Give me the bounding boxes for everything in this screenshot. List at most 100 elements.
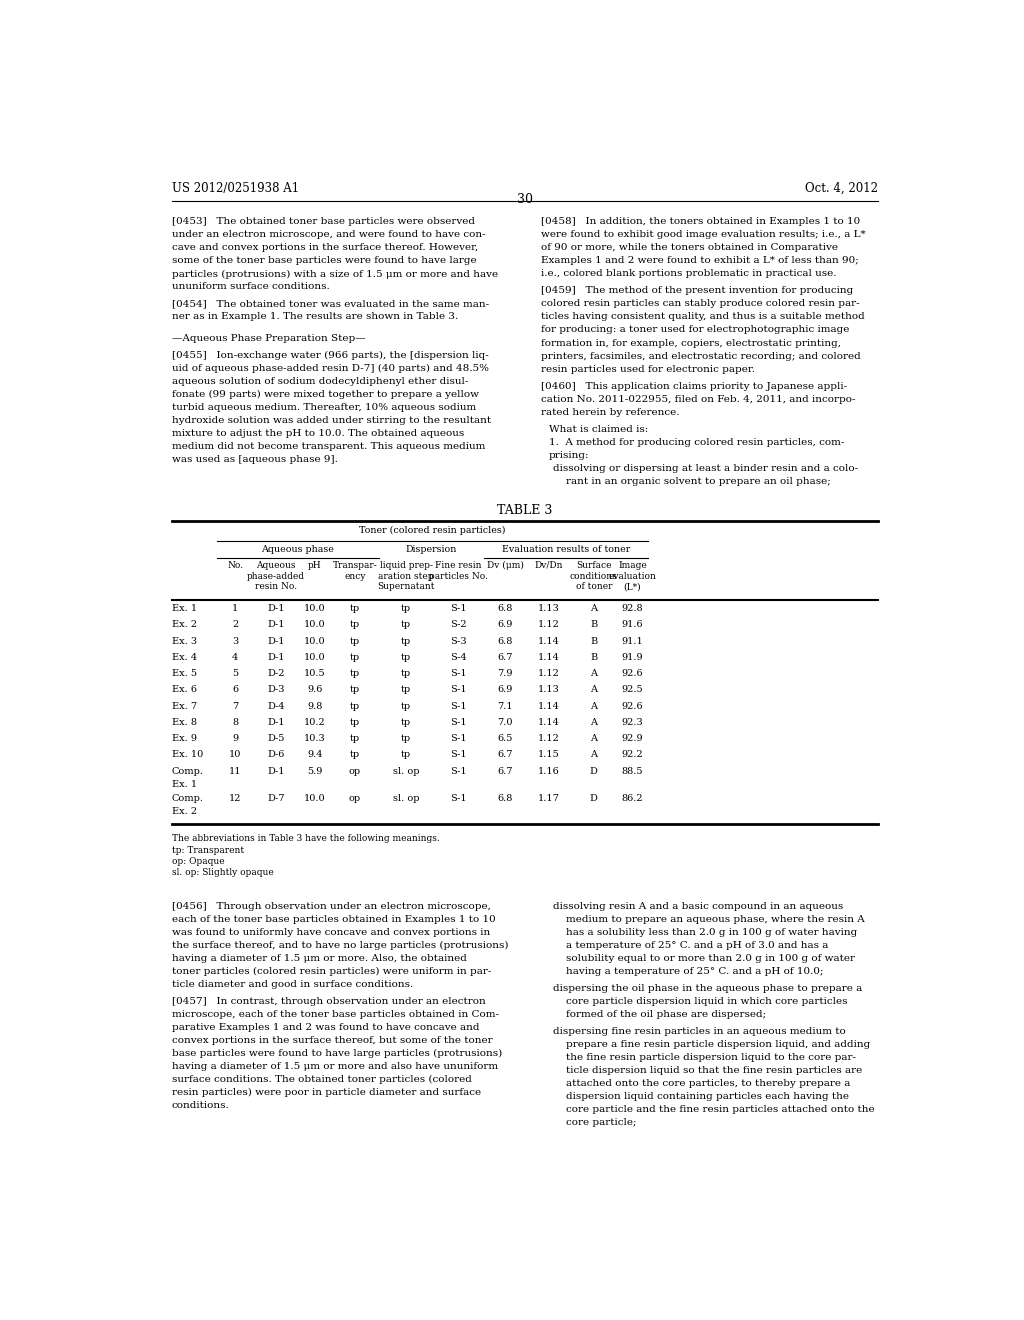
Text: solubility equal to or more than 2.0 g in 100 g of water: solubility equal to or more than 2.0 g i…	[553, 954, 855, 962]
Text: 6.8: 6.8	[498, 605, 513, 612]
Text: particles No.: particles No.	[429, 572, 488, 581]
Text: tp: tp	[350, 734, 360, 743]
Text: ticle diameter and good in surface conditions.: ticle diameter and good in surface condi…	[172, 979, 413, 989]
Text: rant in an organic solvent to prepare an oil phase;: rant in an organic solvent to prepare an…	[553, 477, 830, 486]
Text: 6.9: 6.9	[498, 620, 513, 630]
Text: 92.8: 92.8	[622, 605, 643, 612]
Text: aration step: aration step	[379, 572, 434, 581]
Text: 3: 3	[232, 636, 239, 645]
Text: tp: tp	[350, 685, 360, 694]
Text: aqueous solution of sodium dodecyldiphenyl ether disul-: aqueous solution of sodium dodecyldiphen…	[172, 376, 468, 385]
Text: tp: tp	[350, 718, 360, 727]
Text: has a solubility less than 2.0 g in 100 g of water having: has a solubility less than 2.0 g in 100 …	[553, 928, 857, 937]
Text: 1.14: 1.14	[538, 636, 559, 645]
Text: tp: tp	[350, 751, 360, 759]
Text: S-4: S-4	[451, 653, 467, 661]
Text: 6.9: 6.9	[498, 685, 513, 694]
Text: B: B	[590, 653, 597, 661]
Text: Ex. 5: Ex. 5	[172, 669, 197, 678]
Text: Ex. 4: Ex. 4	[172, 653, 197, 661]
Text: Supernatant: Supernatant	[378, 582, 435, 591]
Text: attached onto the core particles, to thereby prepare a: attached onto the core particles, to the…	[553, 1080, 850, 1088]
Text: B: B	[590, 636, 597, 645]
Text: [0454]   The obtained toner was evaluated in the same man-: [0454] The obtained toner was evaluated …	[172, 300, 488, 309]
Text: tp: tp	[350, 636, 360, 645]
Text: 10.0: 10.0	[304, 620, 326, 630]
Text: resin particles) were poor in particle diameter and surface: resin particles) were poor in particle d…	[172, 1088, 481, 1097]
Text: printers, facsimiles, and electrostatic recording; and colored: printers, facsimiles, and electrostatic …	[541, 351, 860, 360]
Text: core particle;: core particle;	[553, 1118, 636, 1127]
Text: Examples 1 and 2 were found to exhibit a L* of less than 90;: Examples 1 and 2 were found to exhibit a…	[541, 256, 858, 265]
Text: dispersing the oil phase in the aqueous phase to prepare a: dispersing the oil phase in the aqueous …	[553, 983, 862, 993]
Text: a temperature of 25° C. and a pH of 3.0 and has a: a temperature of 25° C. and a pH of 3.0 …	[553, 941, 828, 950]
Text: S-3: S-3	[451, 636, 467, 645]
Text: 1.12: 1.12	[538, 734, 559, 743]
Text: rated herein by reference.: rated herein by reference.	[541, 408, 679, 417]
Text: prising:: prising:	[549, 450, 589, 459]
Text: formed of the oil phase are dispersed;: formed of the oil phase are dispersed;	[553, 1010, 766, 1019]
Text: [0458]   In addition, the toners obtained in Examples 1 to 10: [0458] In addition, the toners obtained …	[541, 218, 860, 226]
Text: D-4: D-4	[267, 702, 285, 710]
Text: 1.15: 1.15	[538, 751, 559, 759]
Text: for producing: a toner used for electrophotographic image: for producing: a toner used for electrop…	[541, 326, 849, 334]
Text: S-1: S-1	[451, 734, 467, 743]
Text: D-1: D-1	[267, 767, 285, 776]
Text: 6.5: 6.5	[498, 734, 513, 743]
Text: 92.5: 92.5	[622, 685, 643, 694]
Text: S-2: S-2	[451, 620, 467, 630]
Text: tp: tp	[350, 605, 360, 612]
Text: uid of aqueous phase-added resin D-7] (40 parts) and 48.5%: uid of aqueous phase-added resin D-7] (4…	[172, 364, 488, 372]
Text: tp: tp	[401, 620, 412, 630]
Text: 7: 7	[232, 702, 239, 710]
Text: conditions.: conditions.	[172, 1101, 229, 1110]
Text: 10.0: 10.0	[304, 653, 326, 661]
Text: 1.12: 1.12	[538, 620, 559, 630]
Text: D-1: D-1	[267, 718, 285, 727]
Text: 91.1: 91.1	[622, 636, 643, 645]
Text: tp: tp	[401, 653, 412, 661]
Text: S-1: S-1	[451, 767, 467, 776]
Text: of toner: of toner	[575, 582, 612, 591]
Text: having a diameter of 1.5 μm or more. Also, the obtained: having a diameter of 1.5 μm or more. Als…	[172, 954, 467, 962]
Text: tp: Transparent: tp: Transparent	[172, 846, 244, 855]
Text: microscope, each of the toner base particles obtained in Com-: microscope, each of the toner base parti…	[172, 1010, 499, 1019]
Text: evaluation: evaluation	[608, 572, 656, 581]
Text: cation No. 2011-022955, filed on Feb. 4, 2011, and incorpo-: cation No. 2011-022955, filed on Feb. 4,…	[541, 395, 855, 404]
Text: under an electron microscope, and were found to have con-: under an electron microscope, and were f…	[172, 231, 485, 239]
Text: 1.12: 1.12	[538, 669, 559, 678]
Text: 5.9: 5.9	[307, 767, 323, 776]
Text: particles (protrusions) with a size of 1.5 μm or more and have: particles (protrusions) with a size of 1…	[172, 269, 498, 279]
Text: fonate (99 parts) were mixed together to prepare a yellow: fonate (99 parts) were mixed together to…	[172, 389, 478, 399]
Text: resin particles used for electronic paper.: resin particles used for electronic pape…	[541, 364, 755, 374]
Text: [0453]   The obtained toner base particles were observed: [0453] The obtained toner base particles…	[172, 218, 475, 226]
Text: dissolving resin A and a basic compound in an aqueous: dissolving resin A and a basic compound …	[553, 902, 843, 911]
Text: 1.  A method for producing colored resin particles, com-: 1. A method for producing colored resin …	[549, 438, 844, 446]
Text: 1.17: 1.17	[538, 795, 559, 803]
Text: tp: tp	[350, 653, 360, 661]
Text: 10: 10	[229, 751, 242, 759]
Text: toner particles (colored resin particles) were uniform in par-: toner particles (colored resin particles…	[172, 968, 492, 975]
Text: 1.14: 1.14	[538, 718, 559, 727]
Text: D-1: D-1	[267, 620, 285, 630]
Text: having a diameter of 1.5 μm or more and also have ununiform: having a diameter of 1.5 μm or more and …	[172, 1063, 498, 1071]
Text: D-3: D-3	[267, 685, 285, 694]
Text: A: A	[591, 605, 597, 612]
Text: the surface thereof, and to have no large particles (protrusions): the surface thereof, and to have no larg…	[172, 941, 508, 950]
Text: 7.1: 7.1	[497, 702, 513, 710]
Text: 10.5: 10.5	[304, 669, 326, 678]
Text: dispersion liquid containing particles each having the: dispersion liquid containing particles e…	[553, 1092, 849, 1101]
Text: hydroxide solution was added under stirring to the resultant: hydroxide solution was added under stirr…	[172, 416, 490, 425]
Text: 7.0: 7.0	[498, 718, 513, 727]
Text: D-1: D-1	[267, 653, 285, 661]
Text: [0455]   Ion-exchange water (966 parts), the [dispersion liq-: [0455] Ion-exchange water (966 parts), t…	[172, 351, 488, 360]
Text: 10.0: 10.0	[304, 636, 326, 645]
Text: 6.7: 6.7	[498, 767, 513, 776]
Text: conditions: conditions	[570, 572, 617, 581]
Text: op: op	[349, 767, 361, 776]
Text: cave and convex portions in the surface thereof. However,: cave and convex portions in the surface …	[172, 243, 478, 252]
Text: Aqueous phase: Aqueous phase	[261, 545, 334, 553]
Text: 92.2: 92.2	[622, 751, 643, 759]
Text: Ex. 1: Ex. 1	[172, 605, 197, 612]
Text: were found to exhibit good image evaluation results; i.e., a L*: were found to exhibit good image evaluat…	[541, 231, 865, 239]
Text: S-1: S-1	[451, 751, 467, 759]
